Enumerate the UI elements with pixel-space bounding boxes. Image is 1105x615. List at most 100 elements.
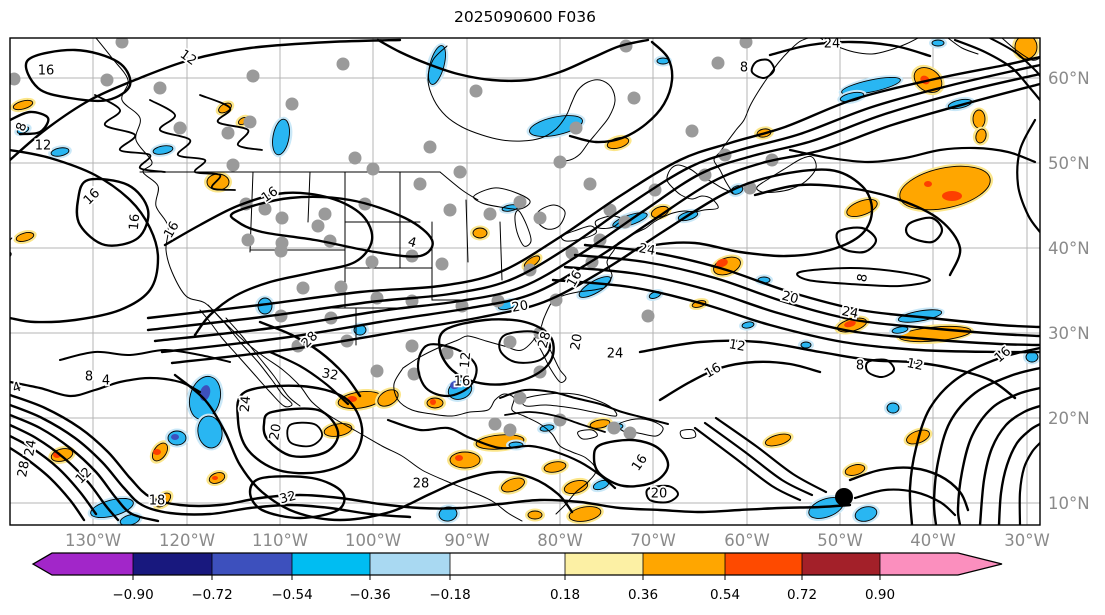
colorbar-segment: [133, 553, 212, 575]
longitude-label: 90°W: [444, 531, 490, 550]
contour-line: [978, 404, 1040, 525]
station-dot: [285, 97, 299, 111]
strong-negative-core: [171, 434, 179, 440]
station-dot: [173, 121, 187, 135]
contour-line: [94, 94, 166, 173]
strong-negative-core: [450, 380, 460, 390]
contour-label: 24: [824, 37, 841, 52]
colorbar-tick-label: −0.90: [112, 587, 153, 603]
contour-line: [551, 278, 1040, 354]
contour-label: 20: [651, 487, 668, 502]
station-dot: [334, 280, 348, 294]
station-dot: [226, 158, 240, 172]
positive-anomaly-area: [568, 506, 602, 522]
contour-line: [714, 416, 828, 494]
longitude-axis-labels: 130°W 120°W 110°W 100°W 90°W 80°W 70°W 60°W 50°W…: [65, 531, 1050, 550]
latitude-label: 40°N: [1048, 239, 1090, 258]
contour-line: [10, 403, 412, 519]
contour-line: [583, 243, 1040, 329]
negative-anomaly-area: [891, 326, 909, 334]
positive-anomaly-area: [589, 419, 611, 429]
station-dot: [365, 255, 379, 269]
positive-anomaly-area: [206, 173, 230, 191]
contour-line: [258, 320, 362, 398]
colorbar-segment: [370, 553, 450, 575]
station-dot: [246, 69, 260, 83]
positive-anomaly-area: [899, 165, 991, 211]
station-dot: [366, 162, 380, 176]
station-dot: [553, 155, 567, 169]
colorbar-segment: [292, 553, 370, 575]
colorbar-tick-label: 0.36: [628, 587, 658, 603]
station-dot: [115, 38, 129, 49]
contour-line: [286, 421, 323, 448]
coastline: [439, 171, 479, 201]
station-dot: [258, 202, 272, 216]
longitude-label: 110°W: [252, 531, 308, 550]
station-dot: [583, 177, 597, 191]
coastline: [679, 429, 697, 439]
coastline: [756, 155, 817, 193]
contour-line: [796, 267, 931, 288]
station-dot: [153, 81, 167, 95]
latitude-label: 10°N: [1048, 494, 1090, 513]
contour-line: [753, 183, 962, 277]
station-dot: [311, 219, 325, 233]
contour-label: 16: [454, 375, 471, 390]
contour-label: 24: [238, 395, 254, 413]
colorbar-segment: [643, 553, 725, 575]
contour-label: 12: [905, 356, 924, 374]
contour-label: 32: [321, 366, 340, 384]
coastline: [225, 317, 301, 407]
strong-positive-core: [153, 449, 161, 455]
station-dot: [241, 233, 255, 247]
coastline: [465, 199, 469, 263]
contour-line: [163, 191, 374, 337]
contour-label: 18: [149, 494, 166, 509]
station-dot: [405, 339, 419, 353]
station-dot: [627, 91, 641, 105]
station-dot: [488, 417, 502, 431]
contour-line: [645, 484, 679, 504]
positive-anomaly-area: [12, 99, 34, 111]
station-dot: [443, 203, 457, 217]
longitude-label: 130°W: [65, 531, 121, 550]
contour-label: 8: [856, 359, 864, 374]
contour-label: 20: [568, 333, 586, 352]
latitude-label: 20°N: [1048, 409, 1090, 428]
station-dot: [623, 426, 637, 440]
colorbar-tick-label: 0.90: [865, 587, 895, 603]
contour-label: 24: [638, 241, 657, 259]
contour-line: [638, 339, 1017, 400]
longitude-label: 80°W: [537, 531, 583, 550]
colorbar-tick-label: −0.72: [191, 587, 232, 603]
contour-label: 24: [840, 304, 859, 322]
colorbar-segment: [450, 553, 565, 575]
station-dot: [370, 364, 384, 378]
station-dot: [503, 335, 517, 349]
contour-line: [229, 195, 434, 258]
longitude-label: 120°W: [159, 531, 215, 550]
longitude-label: 60°W: [724, 531, 770, 550]
coastline: [819, 38, 919, 55]
strong-positive-core: [942, 191, 962, 201]
contour-line: [568, 40, 674, 144]
contour-line: [788, 146, 1037, 164]
station-dot: [533, 211, 547, 225]
contour-line: [499, 388, 669, 425]
contour-line: [10, 423, 120, 522]
positive-anomaly-area: [844, 464, 866, 476]
positive-anomaly-area: [501, 477, 525, 493]
colorbar-left-arrow: [33, 553, 52, 575]
station-dot: [100, 73, 114, 87]
latitude-axis-labels: 60°N 50°N 40°N 30°N 20°N 10°N: [1048, 69, 1090, 513]
colorbar-tick-label: −0.54: [271, 587, 312, 603]
contour-line: [573, 253, 1040, 338]
contour-line: [498, 330, 552, 364]
positive-anomaly-area: [764, 433, 792, 447]
strong-positive-core: [924, 181, 932, 187]
positive-anomaly-area: [472, 227, 488, 239]
coastline: [514, 210, 532, 247]
